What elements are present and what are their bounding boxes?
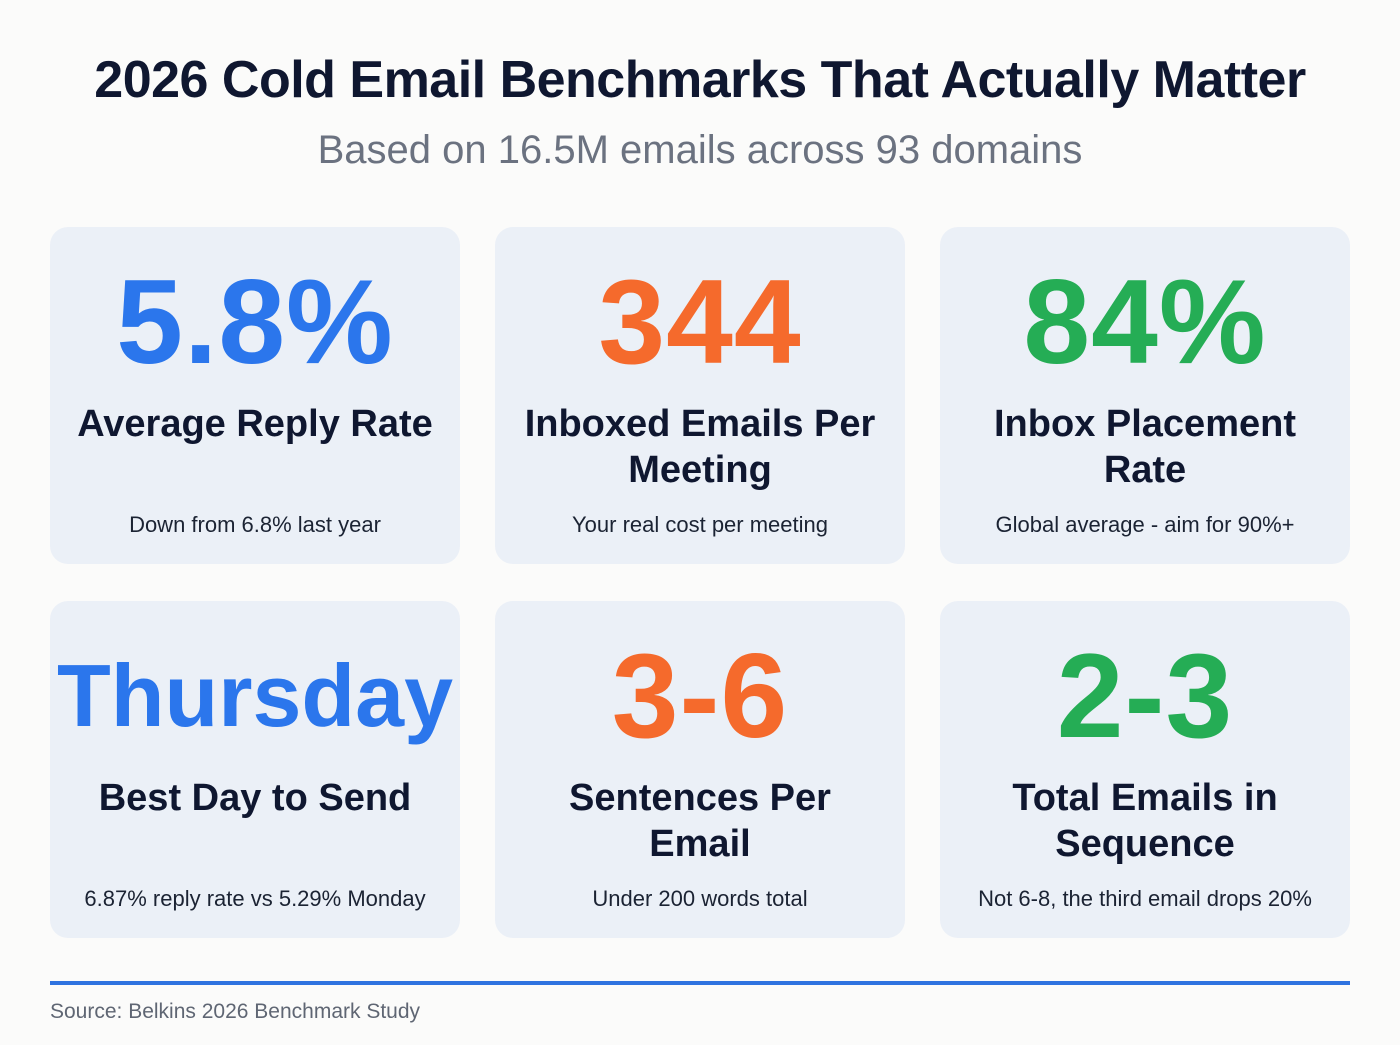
source-note: Source: Belkins 2026 Benchmark Study [50,1000,421,1023]
stat-card-inbox-placement: 84% Inbox Placement Rate Global average … [940,227,1350,564]
stat-value: 344 [598,255,802,389]
stat-label: Total Emails in Sequence [1012,777,1278,865]
page-title: 2026 Cold Email Benchmarks That Actually… [94,51,1306,109]
stat-note: Down from 6.8% last year [129,512,381,537]
stat-card-emails-per-meeting: 344 Inboxed Emails Per Meeting Your real… [495,227,905,564]
stat-card-best-day: Thursday Best Day to Send 6.87% reply ra… [50,601,460,938]
stat-note: Under 200 words total [592,886,808,911]
stat-note: Global average - aim for 90%+ [995,512,1295,537]
stat-value: Thursday [56,646,454,745]
stat-label: Sentences Per Email [569,777,831,865]
stat-label: Average Reply Rate [77,403,433,445]
stat-label: Inboxed Emails Per Meeting [524,403,876,491]
stat-value: 3-6 [611,629,789,763]
stat-card-sequence-length: 2-3 Total Emails in Sequence Not 6-8, th… [940,601,1350,938]
stat-value: 5.8% [116,255,394,389]
stat-value: 2-3 [1056,629,1234,763]
stat-label: Inbox Placement Rate [994,403,1296,491]
page-subtitle: Based on 16.5M emails across 93 domains [317,128,1083,172]
stat-card-sentences: 3-6 Sentences Per Email Under 200 words … [495,601,905,938]
stat-note: Your real cost per meeting [572,512,828,537]
stat-label: Best Day to Send [98,777,412,819]
stat-note: Not 6-8, the third email drops 20% [978,886,1312,911]
divider [50,981,1350,985]
stat-card-reply-rate: 5.8% Average Reply Rate Down from 6.8% l… [50,227,460,564]
stat-note: 6.87% reply rate vs 5.29% Monday [84,886,426,911]
stat-value: 84% [1023,255,1267,389]
